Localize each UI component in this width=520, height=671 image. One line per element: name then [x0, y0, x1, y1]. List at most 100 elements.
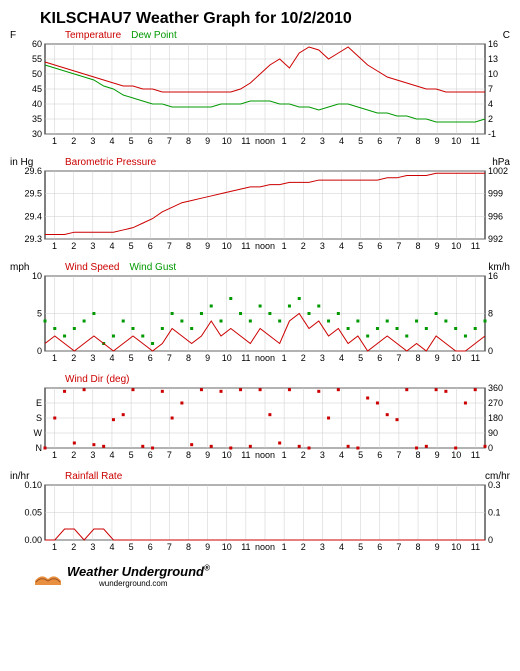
y-unit-left: in Hg: [10, 157, 33, 168]
svg-text:4: 4: [339, 241, 344, 251]
svg-text:29.4: 29.4: [24, 211, 42, 221]
svg-text:9: 9: [435, 450, 440, 460]
svg-text:5: 5: [37, 309, 42, 319]
svg-text:50: 50: [32, 69, 42, 79]
svg-text:999: 999: [488, 189, 503, 199]
svg-text:7: 7: [396, 353, 401, 363]
svg-text:7: 7: [167, 542, 172, 552]
y-unit-right: C: [503, 30, 510, 41]
svg-text:9: 9: [205, 241, 210, 251]
svg-text:8: 8: [186, 542, 191, 552]
svg-text:7: 7: [396, 542, 401, 552]
svg-text:16: 16: [488, 39, 498, 49]
svg-text:N: N: [36, 443, 43, 453]
svg-text:8: 8: [186, 450, 191, 460]
svg-text:7: 7: [396, 136, 401, 146]
svg-text:0.00: 0.00: [24, 535, 42, 545]
svg-text:5: 5: [358, 241, 363, 251]
legend: Wind SpeedWind Gust: [65, 262, 186, 273]
svg-text:1: 1: [282, 136, 287, 146]
svg-text:noon: noon: [255, 542, 275, 552]
svg-text:5: 5: [129, 542, 134, 552]
svg-text:4: 4: [339, 353, 344, 363]
svg-text:1: 1: [52, 450, 57, 460]
svg-text:6: 6: [377, 136, 382, 146]
svg-text:8: 8: [186, 241, 191, 251]
legend: Barometric Pressure: [65, 157, 166, 168]
legend: Rainfall Rate: [65, 471, 132, 482]
svg-text:2: 2: [488, 114, 493, 124]
svg-text:4: 4: [109, 542, 114, 552]
svg-text:2: 2: [71, 353, 76, 363]
svg-text:11: 11: [471, 542, 480, 552]
svg-text:2: 2: [301, 450, 306, 460]
svg-text:2: 2: [71, 542, 76, 552]
svg-text:noon: noon: [255, 241, 275, 251]
svg-text:0: 0: [488, 535, 493, 545]
svg-text:4: 4: [339, 450, 344, 460]
svg-text:8: 8: [416, 136, 421, 146]
svg-text:4: 4: [109, 136, 114, 146]
svg-text:1: 1: [52, 542, 57, 552]
legend: TemperatureDew Point: [65, 30, 187, 41]
svg-text:4: 4: [339, 542, 344, 552]
svg-text:2: 2: [71, 136, 76, 146]
y-unit-right: cm/hr: [485, 471, 510, 482]
svg-text:4: 4: [109, 450, 114, 460]
svg-text:5: 5: [358, 450, 363, 460]
svg-text:10: 10: [451, 353, 461, 363]
svg-text:10: 10: [32, 271, 42, 281]
footer-brand: Weather Underground®: [67, 564, 210, 579]
svg-text:7: 7: [167, 241, 172, 251]
svg-text:0.05: 0.05: [24, 508, 42, 518]
svg-text:9: 9: [435, 136, 440, 146]
svg-text:7: 7: [167, 450, 172, 460]
svg-text:0: 0: [37, 346, 42, 356]
svg-text:10: 10: [222, 353, 232, 363]
svg-text:5: 5: [358, 136, 363, 146]
svg-text:1: 1: [52, 136, 57, 146]
svg-text:3: 3: [320, 450, 325, 460]
svg-text:3: 3: [90, 136, 95, 146]
svg-text:6: 6: [377, 353, 382, 363]
svg-text:3: 3: [320, 353, 325, 363]
chart-winddir: Wind Dir (deg)NWSE3602701809001234567891…: [5, 374, 515, 463]
svg-text:2: 2: [71, 241, 76, 251]
svg-text:10: 10: [451, 542, 461, 552]
svg-text:0.1: 0.1: [488, 508, 501, 518]
svg-text:8: 8: [416, 241, 421, 251]
svg-text:7: 7: [396, 450, 401, 460]
svg-text:5: 5: [129, 136, 134, 146]
svg-text:7: 7: [167, 136, 172, 146]
svg-text:10: 10: [222, 450, 232, 460]
y-unit-right: km/h: [488, 262, 510, 273]
svg-text:180: 180: [488, 413, 503, 423]
svg-text:8: 8: [186, 353, 191, 363]
svg-text:6: 6: [148, 542, 153, 552]
svg-text:1: 1: [282, 353, 287, 363]
svg-text:10: 10: [451, 241, 461, 251]
svg-text:29.5: 29.5: [24, 189, 42, 199]
svg-text:992: 992: [488, 234, 503, 244]
svg-text:1: 1: [52, 241, 57, 251]
svg-text:3: 3: [90, 542, 95, 552]
svg-text:8: 8: [416, 353, 421, 363]
chart-rain: in/hrcm/hrRainfall Rate0.000.050.100.30.…: [5, 471, 515, 555]
svg-text:4: 4: [339, 136, 344, 146]
svg-text:3: 3: [90, 353, 95, 363]
svg-text:0: 0: [488, 346, 493, 356]
svg-text:1: 1: [282, 241, 287, 251]
svg-text:W: W: [34, 428, 43, 438]
svg-text:5: 5: [358, 353, 363, 363]
svg-text:11: 11: [471, 450, 480, 460]
chart-temp: FCTemperatureDew Point303540455055601613…: [5, 30, 515, 149]
svg-text:9: 9: [205, 353, 210, 363]
svg-text:10: 10: [222, 542, 232, 552]
svg-text:11: 11: [471, 241, 480, 251]
svg-text:9: 9: [205, 136, 210, 146]
svg-text:9: 9: [205, 450, 210, 460]
svg-text:6: 6: [148, 241, 153, 251]
legend: Wind Dir (deg): [65, 374, 139, 385]
svg-text:7: 7: [488, 84, 493, 94]
svg-text:5: 5: [129, 353, 134, 363]
